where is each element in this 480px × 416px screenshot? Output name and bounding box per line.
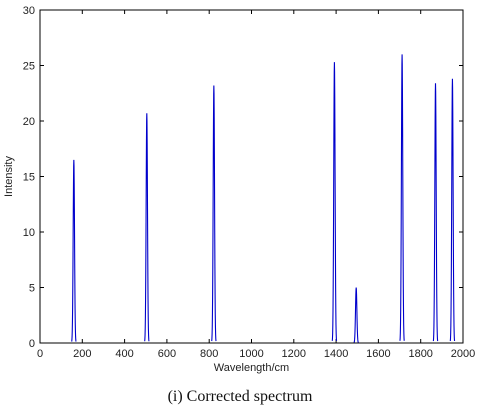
x-tick-label: 1200 (282, 348, 306, 360)
x-tick-label: 600 (158, 348, 176, 360)
axis-ticks: 0 200 400 600 800 1000 1200 1400 1600 1800 2000 0 5 1… (23, 5, 475, 360)
x-tick-label: 2000 (451, 348, 475, 360)
x-tick-label: 1000 (239, 348, 263, 360)
spectrum-peak (331, 62, 338, 341)
x-tick-label: 1600 (366, 348, 390, 360)
x-tick-label: 1800 (408, 348, 432, 360)
x-axis-label: Wavelength/cm (214, 362, 289, 374)
spectrum-chart: 0 200 400 600 800 1000 1200 1400 1600 1800 2000 0 5 1… (3, 5, 475, 374)
spectrum-series (71, 54, 456, 343)
y-tick-label: 30 (23, 5, 35, 17)
spectrum-peak (71, 159, 77, 342)
figure-caption: (i) Corrected spectrum (167, 388, 313, 405)
y-tick-label: 10 (23, 227, 35, 239)
plot-frame (39, 9, 464, 344)
x-tick-label: 0 (37, 348, 43, 360)
y-tick-label: 5 (29, 283, 35, 295)
spectrum-peak (449, 78, 456, 342)
x-tick-label: 1400 (324, 348, 348, 360)
spectrum-peak (399, 54, 405, 341)
y-tick-label: 25 (23, 61, 35, 73)
spectrum-peak (144, 113, 150, 342)
spectrum-peak (432, 83, 439, 342)
x-tick-label: 400 (115, 348, 133, 360)
y-tick-label: 0 (29, 338, 35, 350)
x-tick-label: 200 (73, 348, 91, 360)
spectrum-peak (353, 287, 359, 343)
y-axis-label: Intensity (3, 156, 15, 197)
y-tick-label: 20 (23, 116, 35, 128)
y-tick-label: 15 (23, 172, 35, 184)
x-tick-label: 800 (200, 348, 218, 360)
spectrum-peak (211, 85, 217, 342)
